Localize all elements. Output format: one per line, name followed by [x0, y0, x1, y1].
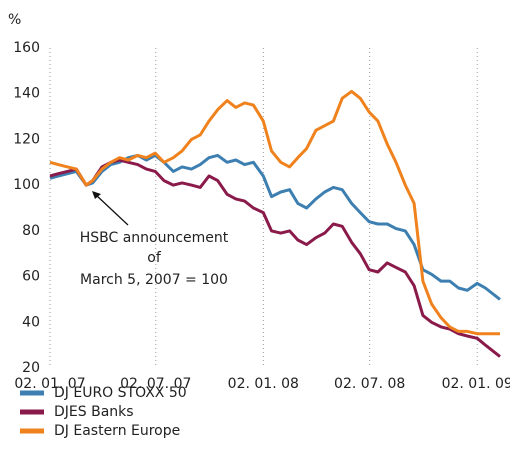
y-tick-label: 20	[22, 360, 40, 376]
y-tick-label: 140	[13, 86, 40, 102]
annotation-text: of	[147, 250, 162, 266]
series-line	[49, 89, 500, 336]
y-tick-label: 80	[22, 223, 40, 239]
legend-label: DJES Banks	[54, 404, 134, 420]
y-tick-label: 120	[13, 131, 40, 147]
y-axis-label: %	[8, 12, 21, 28]
x-tick-label: 02. 07. 07	[120, 376, 191, 392]
legend-label: DJ Eastern Europe	[54, 423, 180, 439]
annotation: HSBC announcement of March 5, 2007 = 100	[80, 191, 229, 288]
annotation-arrowhead	[92, 191, 101, 199]
annotation-arrow	[95, 194, 129, 226]
y-tick-label: 60	[22, 269, 40, 285]
y-tick-label: 160	[13, 40, 40, 56]
plot: 20 40 60 80 100 120 140 160 02. 01. 07 02. 07. 07…	[13, 40, 510, 439]
x-tick-label: 02. 01. 07	[14, 376, 85, 392]
annotation-text: HSBC announcement	[80, 230, 229, 246]
x-tick-label: 02. 07. 08	[334, 376, 405, 392]
y-tick-label: 100	[13, 177, 40, 193]
series-line	[49, 158, 501, 358]
legend-label: DJ EURO STOXX 50	[54, 385, 187, 401]
y-tick-label: 40	[22, 314, 40, 330]
x-tick-label: 02. 01. 09	[442, 376, 510, 392]
annotation-text: March 5, 2007 = 100	[80, 272, 228, 288]
x-tick-label: 02. 01. 08	[228, 376, 299, 392]
